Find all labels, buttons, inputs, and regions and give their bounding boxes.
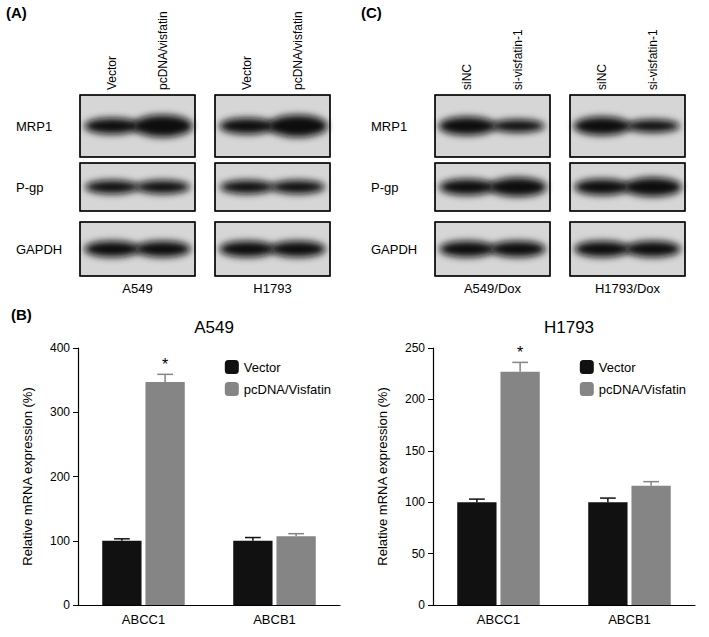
svg-text:P-gp: P-gp	[16, 180, 43, 195]
svg-text:A549: A549	[122, 281, 152, 296]
svg-text:pcDNA/visfatin: pcDNA/visfatin	[291, 11, 305, 90]
svg-text:H1793: H1793	[544, 318, 594, 337]
svg-text:150: 150	[405, 444, 425, 458]
svg-text:GAPDH: GAPDH	[371, 242, 417, 257]
svg-text:Relative mRNA expression (%): Relative mRNA expression (%)	[375, 387, 390, 565]
svg-text:100: 100	[405, 495, 425, 509]
svg-text:GAPDH: GAPDH	[16, 242, 62, 257]
svg-text:*: *	[517, 344, 523, 361]
svg-text:400: 400	[50, 341, 70, 355]
svg-text:P-gp: P-gp	[371, 180, 398, 195]
svg-text:*: *	[162, 356, 168, 373]
svg-text:Vector: Vector	[244, 360, 282, 375]
svg-text:A549: A549	[194, 318, 234, 337]
svg-text:si-visfatin-1: si-visfatin-1	[511, 29, 525, 90]
svg-text:MRP1: MRP1	[371, 119, 407, 134]
svg-text:200: 200	[50, 470, 70, 484]
svg-text:Vector: Vector	[240, 56, 254, 90]
svg-text:100: 100	[50, 534, 70, 548]
svg-text:Vector: Vector	[599, 360, 637, 375]
svg-text:H1793: H1793	[253, 281, 291, 296]
svg-text:0: 0	[63, 598, 70, 612]
svg-text:pcDNA/Visfatin: pcDNA/Visfatin	[599, 382, 686, 397]
svg-text:siNC: siNC	[595, 64, 609, 90]
svg-text:H1793/Dox: H1793/Dox	[595, 281, 661, 296]
svg-text:0: 0	[418, 598, 425, 612]
svg-text:Relative mRNA expression (%): Relative mRNA expression (%)	[20, 387, 35, 565]
svg-text:siNC: siNC	[460, 64, 474, 90]
svg-text:ABCB1: ABCB1	[253, 612, 296, 627]
svg-text:pcDNA/visfatin: pcDNA/visfatin	[156, 11, 170, 90]
svg-text:50: 50	[412, 547, 426, 561]
svg-text:200: 200	[405, 392, 425, 406]
svg-text:Vector: Vector	[105, 56, 119, 90]
svg-text:si-visfatin-1: si-visfatin-1	[646, 29, 660, 90]
svg-text:(C): (C)	[361, 4, 382, 21]
svg-text:A549/Dox: A549/Dox	[464, 281, 522, 296]
svg-text:pcDNA/Visfatin: pcDNA/Visfatin	[244, 382, 331, 397]
svg-text:MRP1: MRP1	[16, 119, 52, 134]
svg-text:ABCC1: ABCC1	[122, 612, 165, 627]
svg-text:250: 250	[405, 341, 425, 355]
svg-text:300: 300	[50, 405, 70, 419]
svg-text:ABCC1: ABCC1	[477, 612, 520, 627]
svg-text:ABCB1: ABCB1	[608, 612, 651, 627]
svg-text:(B): (B)	[11, 306, 32, 323]
svg-text:(A): (A)	[6, 4, 27, 21]
